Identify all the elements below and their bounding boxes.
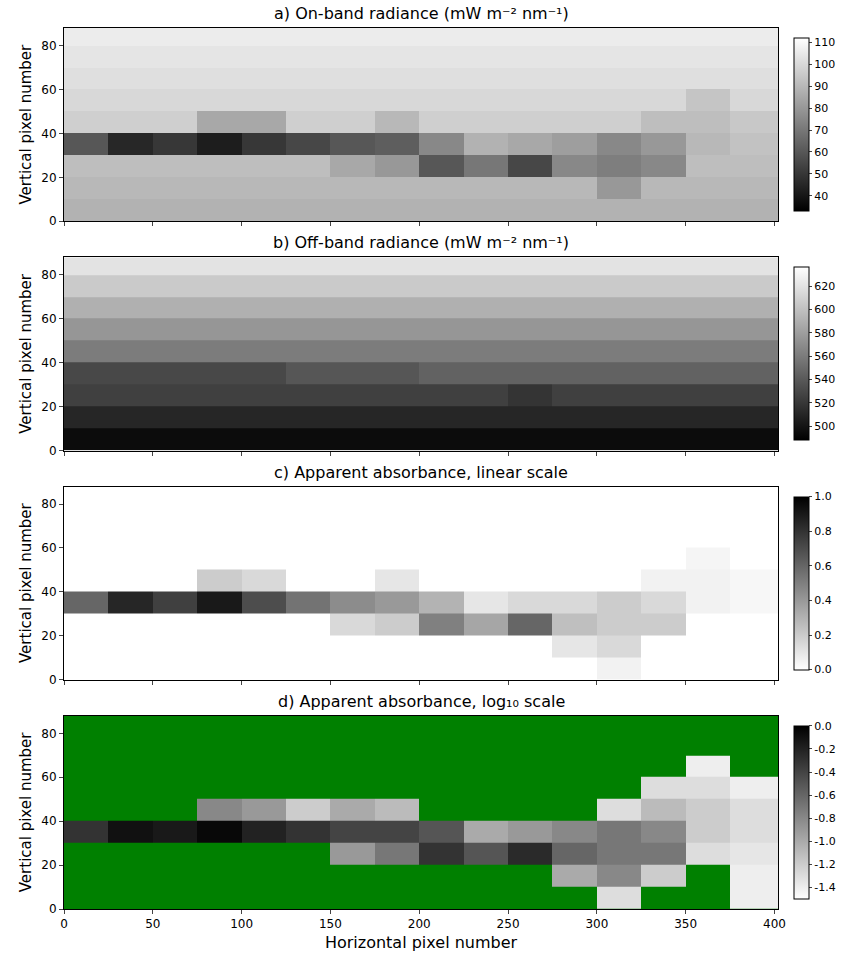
svg-text:60: 60 bbox=[41, 312, 56, 326]
svg-text:b) Off-band radiance (mW m⁻² n: b) Off-band radiance (mW m⁻² nm⁻¹) bbox=[273, 233, 569, 252]
svg-text:60: 60 bbox=[814, 146, 828, 159]
svg-text:580: 580 bbox=[814, 327, 835, 340]
svg-text:20: 20 bbox=[41, 629, 56, 643]
svg-text:d) Apparent absorbance, log₁₀: d) Apparent absorbance, log₁₀ scale bbox=[278, 692, 565, 711]
svg-text:c) Apparent absorbance, linear: c) Apparent absorbance, linear scale bbox=[274, 463, 568, 482]
svg-text:50: 50 bbox=[814, 168, 828, 181]
svg-text:400: 400 bbox=[763, 917, 786, 931]
svg-text:Horizontal pixel number: Horizontal pixel number bbox=[325, 933, 518, 952]
svg-text:50: 50 bbox=[145, 917, 160, 931]
svg-text:0.4: 0.4 bbox=[814, 594, 832, 607]
svg-text:300: 300 bbox=[585, 917, 608, 931]
svg-text:80: 80 bbox=[41, 268, 56, 282]
svg-text:500: 500 bbox=[814, 420, 835, 433]
svg-text:0: 0 bbox=[60, 917, 68, 931]
svg-text:100: 100 bbox=[814, 58, 835, 71]
svg-text:-1.0: -1.0 bbox=[814, 835, 835, 848]
svg-text:250: 250 bbox=[497, 917, 520, 931]
svg-text:1.0: 1.0 bbox=[814, 490, 832, 503]
svg-text:40: 40 bbox=[41, 127, 56, 141]
svg-text:40: 40 bbox=[41, 585, 56, 599]
svg-text:60: 60 bbox=[41, 770, 56, 784]
svg-text:80: 80 bbox=[41, 497, 56, 511]
svg-text:0.6: 0.6 bbox=[814, 560, 832, 573]
svg-text:520: 520 bbox=[814, 397, 835, 410]
svg-text:0.0: 0.0 bbox=[814, 720, 832, 733]
svg-text:-1.2: -1.2 bbox=[814, 858, 835, 871]
svg-text:620: 620 bbox=[814, 280, 835, 293]
svg-text:560: 560 bbox=[814, 350, 835, 363]
svg-text:0.8: 0.8 bbox=[814, 525, 832, 538]
svg-text:-1.4: -1.4 bbox=[814, 881, 835, 894]
svg-text:80: 80 bbox=[41, 727, 56, 741]
svg-text:150: 150 bbox=[319, 917, 342, 931]
svg-text:40: 40 bbox=[41, 356, 56, 370]
svg-text:0: 0 bbox=[49, 673, 57, 687]
svg-text:200: 200 bbox=[408, 917, 431, 931]
svg-text:70: 70 bbox=[814, 124, 828, 137]
svg-text:-0.2: -0.2 bbox=[814, 743, 835, 756]
svg-text:60: 60 bbox=[41, 541, 56, 555]
svg-text:40: 40 bbox=[814, 190, 828, 203]
svg-text:600: 600 bbox=[814, 303, 835, 316]
svg-text:80: 80 bbox=[814, 102, 828, 115]
svg-text:Vertical pixel number: Vertical pixel number bbox=[17, 502, 35, 663]
svg-text:a) On-band radiance (mW m⁻² nm: a) On-band radiance (mW m⁻² nm⁻¹) bbox=[274, 4, 569, 23]
svg-text:20: 20 bbox=[41, 858, 56, 872]
svg-text:0: 0 bbox=[49, 214, 57, 228]
svg-text:Vertical pixel number: Vertical pixel number bbox=[17, 732, 35, 893]
svg-text:100: 100 bbox=[230, 917, 253, 931]
svg-text:-0.8: -0.8 bbox=[814, 812, 835, 825]
svg-text:540: 540 bbox=[814, 373, 835, 386]
svg-text:110: 110 bbox=[814, 36, 835, 49]
svg-text:Vertical pixel number: Vertical pixel number bbox=[17, 44, 35, 205]
svg-text:40: 40 bbox=[41, 814, 56, 828]
svg-text:60: 60 bbox=[41, 83, 56, 97]
svg-text:Vertical pixel number: Vertical pixel number bbox=[17, 273, 35, 434]
svg-text:0.2: 0.2 bbox=[814, 629, 832, 642]
svg-text:-0.6: -0.6 bbox=[814, 789, 835, 802]
svg-text:-0.4: -0.4 bbox=[814, 766, 835, 779]
svg-text:0.0: 0.0 bbox=[814, 663, 832, 676]
svg-text:80: 80 bbox=[41, 39, 56, 53]
svg-text:20: 20 bbox=[41, 171, 56, 185]
svg-text:350: 350 bbox=[674, 917, 697, 931]
svg-text:20: 20 bbox=[41, 400, 56, 414]
svg-text:90: 90 bbox=[814, 80, 828, 93]
svg-text:0: 0 bbox=[49, 902, 57, 916]
svg-text:0: 0 bbox=[49, 444, 57, 458]
